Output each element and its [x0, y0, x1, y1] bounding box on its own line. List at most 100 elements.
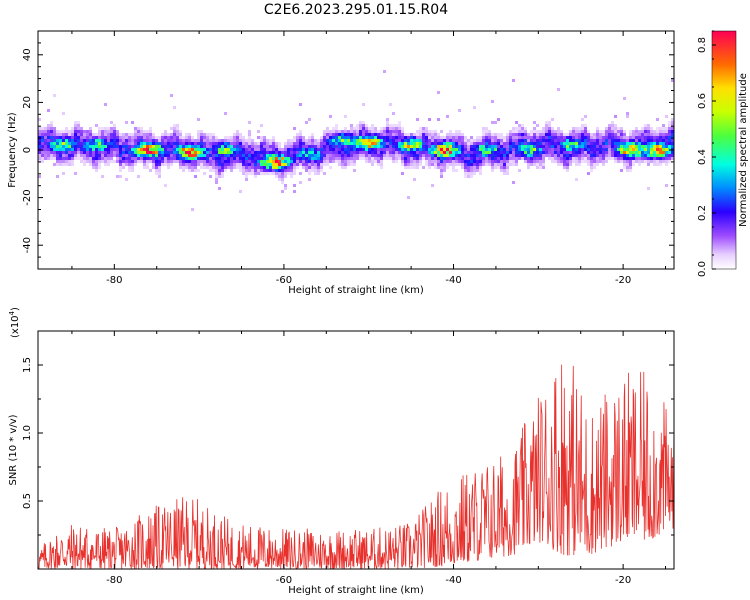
heatmap-cell — [299, 181, 302, 184]
heatmap-cell — [497, 133, 500, 136]
heatmap-cell — [83, 142, 86, 145]
heatmap-cell — [617, 160, 620, 163]
heatmap-cell — [338, 151, 341, 154]
heatmap-cell — [656, 145, 659, 148]
heatmap-cell — [107, 142, 110, 145]
heatmap-cell — [653, 136, 656, 139]
heatmap-cell — [506, 133, 509, 136]
heatmap-cell — [215, 172, 218, 175]
heatmap-cell — [437, 148, 440, 151]
heatmap-cell — [410, 139, 413, 142]
heatmap-cell — [440, 175, 443, 178]
heatmap-cell — [224, 163, 227, 166]
heatmap-cell — [425, 157, 428, 160]
heatmap-cell — [575, 136, 578, 139]
heatmap-cell — [107, 163, 110, 166]
heatmap-cell — [83, 133, 86, 136]
heatmap-cell — [173, 133, 176, 136]
heatmap-cell — [395, 148, 398, 151]
heatmap-cell — [347, 142, 350, 145]
heatmap-cell — [380, 163, 383, 166]
heatmap-cell — [74, 145, 77, 148]
heatmap-cell — [326, 145, 329, 148]
heatmap-cell — [542, 157, 545, 160]
heatmap-cell — [158, 163, 161, 166]
heatmap-cell — [443, 142, 446, 145]
heatmap-cell — [254, 163, 257, 166]
heatmap-cell — [575, 142, 578, 145]
heatmap-cell — [59, 151, 62, 154]
heatmap-cell — [296, 139, 299, 142]
heatmap-cell — [569, 142, 572, 145]
heatmap-cell — [146, 166, 149, 169]
heatmap-cell — [140, 145, 143, 148]
x-tick-label: -20 — [615, 575, 631, 586]
heatmap-cell — [299, 145, 302, 148]
heatmap-cell — [551, 145, 554, 148]
heatmap-cell — [401, 148, 404, 151]
heatmap-cell — [491, 133, 494, 136]
heatmap-cell — [512, 127, 515, 130]
heatmap-cell — [158, 160, 161, 163]
heatmap-cell — [53, 127, 56, 130]
heatmap-cell — [437, 166, 440, 169]
heatmap-cell — [110, 142, 113, 145]
heatmap-cell — [395, 130, 398, 133]
heatmap-cell — [419, 151, 422, 154]
heatmap-cell — [212, 142, 215, 145]
heatmap-cell — [464, 151, 467, 154]
heatmap-cell — [251, 172, 254, 175]
heatmap-cell — [644, 133, 647, 136]
heatmap-cell — [413, 163, 416, 166]
heatmap-cell — [461, 142, 464, 145]
heatmap-cell — [545, 130, 548, 133]
heatmap-cell — [605, 130, 608, 133]
heatmap-cell — [215, 142, 218, 145]
heatmap-cell — [209, 136, 212, 139]
heatmap-cell — [191, 145, 194, 148]
heatmap-cell — [137, 154, 140, 157]
heatmap-cell — [533, 121, 536, 124]
heatmap-cell — [47, 127, 50, 130]
heatmap-cell — [350, 157, 353, 160]
heatmap-cell — [155, 136, 158, 139]
heatmap-cell — [263, 139, 266, 142]
heatmap-cell — [89, 163, 92, 166]
heatmap-cell — [644, 148, 647, 151]
heatmap-cell — [608, 127, 611, 130]
heatmap-cell — [221, 172, 224, 175]
heatmap-cell — [494, 142, 497, 145]
heatmap-cell — [281, 148, 284, 151]
heatmap-cell — [665, 148, 668, 151]
heatmap-cell — [398, 139, 401, 142]
heatmap-cell — [329, 130, 332, 133]
heatmap-cell — [89, 160, 92, 163]
heatmap-cell — [167, 139, 170, 142]
y-tick-label: 0.5 — [22, 493, 33, 509]
heatmap-cell — [236, 130, 239, 133]
heatmap-cell — [548, 145, 551, 148]
heatmap-cell — [113, 130, 116, 133]
heatmap-cell — [395, 151, 398, 154]
heatmap-cell — [185, 136, 188, 139]
heatmap-cell — [122, 157, 125, 160]
heatmap-cell — [41, 130, 44, 133]
heatmap-cell — [458, 136, 461, 139]
heatmap-cell — [215, 148, 218, 151]
heatmap-cell — [635, 139, 638, 142]
heatmap-cell — [197, 142, 200, 145]
heatmap-cell — [344, 145, 347, 148]
heatmap-cell — [47, 145, 50, 148]
heatmap-cell — [494, 148, 497, 151]
heatmap-cell — [248, 151, 251, 154]
heatmap-cell — [395, 136, 398, 139]
heatmap-cell — [437, 157, 440, 160]
heatmap-cell — [59, 157, 62, 160]
heatmap-cell — [515, 151, 518, 154]
heatmap-cell — [212, 139, 215, 142]
heatmap-cell — [257, 130, 260, 133]
heatmap-cell — [302, 151, 305, 154]
heatmap-cell — [467, 172, 470, 175]
heatmap-cell — [359, 136, 362, 139]
heatmap-cell — [311, 166, 314, 169]
